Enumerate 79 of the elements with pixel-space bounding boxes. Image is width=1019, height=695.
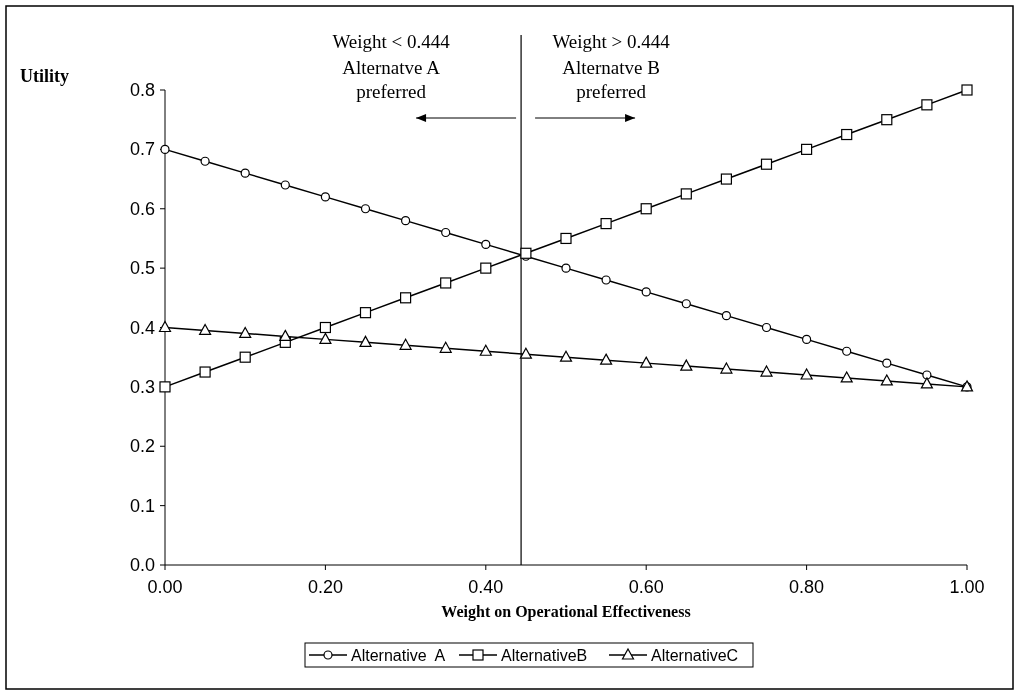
point <box>922 370 932 380</box>
point <box>881 114 893 126</box>
point <box>240 168 250 178</box>
y-tick-label: 0.2 <box>129 436 155 457</box>
point <box>359 335 372 347</box>
point <box>921 99 933 111</box>
point <box>760 158 773 170</box>
point <box>520 247 532 259</box>
point <box>720 362 733 374</box>
legend-label: Alternative A <box>351 647 446 664</box>
y-tick-label: 0.1 <box>129 495 155 516</box>
point <box>920 377 933 389</box>
x-tick-label: 0.20 <box>307 577 343 597</box>
point <box>441 227 451 238</box>
point <box>841 128 853 141</box>
point <box>721 311 731 321</box>
legend-label: AlternativeC <box>651 647 739 664</box>
point <box>439 341 452 353</box>
point <box>840 371 853 383</box>
point <box>641 287 651 297</box>
point <box>600 353 613 365</box>
point <box>359 307 372 319</box>
point <box>239 351 251 363</box>
point <box>559 350 573 362</box>
y-tick-label: 0.3 <box>129 376 155 397</box>
annotation: Weight > 0.444 Alternatve B preferred <box>552 31 671 102</box>
x-tick-label: 0.40 <box>468 577 504 597</box>
x-tick-label: 0.60 <box>628 577 664 597</box>
point <box>680 188 692 200</box>
point <box>401 216 411 226</box>
point <box>400 292 412 304</box>
legend-label: AlternativeB <box>501 647 588 664</box>
point <box>681 299 691 309</box>
point <box>319 321 331 334</box>
point <box>239 326 252 339</box>
point <box>440 277 452 289</box>
point <box>800 368 813 380</box>
y-axis-title: Utility <box>20 66 69 86</box>
point <box>320 192 330 202</box>
point <box>880 374 893 386</box>
point <box>199 366 211 378</box>
point <box>802 334 812 344</box>
point <box>199 323 212 336</box>
point <box>842 346 852 356</box>
point <box>882 358 892 368</box>
point <box>601 275 611 285</box>
point <box>720 173 732 185</box>
y-tick-label: 0.8 <box>129 80 155 100</box>
point <box>680 359 693 371</box>
point <box>600 217 612 230</box>
point <box>399 338 412 350</box>
point <box>519 347 532 359</box>
y-tick-label: 0.0 <box>129 555 155 575</box>
y-tick-label: 0.7 <box>129 139 155 160</box>
point <box>360 204 371 214</box>
y-tick-label: 0.6 <box>129 198 155 219</box>
point <box>319 332 332 344</box>
y-tick-label: 0.4 <box>129 317 155 338</box>
point <box>159 381 171 393</box>
x-tick-label: 1.00 <box>949 577 985 597</box>
point <box>640 356 653 368</box>
point <box>801 143 813 155</box>
point <box>560 232 572 245</box>
x-tick-label: 0.00 <box>147 577 183 597</box>
point <box>479 344 492 356</box>
point <box>280 180 290 190</box>
point <box>200 156 210 166</box>
point <box>561 263 571 273</box>
x-tick-label: 0.80 <box>789 577 825 597</box>
point <box>640 203 652 215</box>
point <box>481 239 491 249</box>
x-axis-title: Weight on Operational Effectiveness <box>441 603 691 621</box>
point <box>480 262 492 274</box>
point <box>279 329 292 342</box>
y-tick-label: 0.5 <box>129 258 155 279</box>
point <box>961 84 973 96</box>
annotation: Weight < 0.444 Alternatve A preferred <box>332 31 451 102</box>
point <box>761 322 772 333</box>
point <box>760 365 773 377</box>
